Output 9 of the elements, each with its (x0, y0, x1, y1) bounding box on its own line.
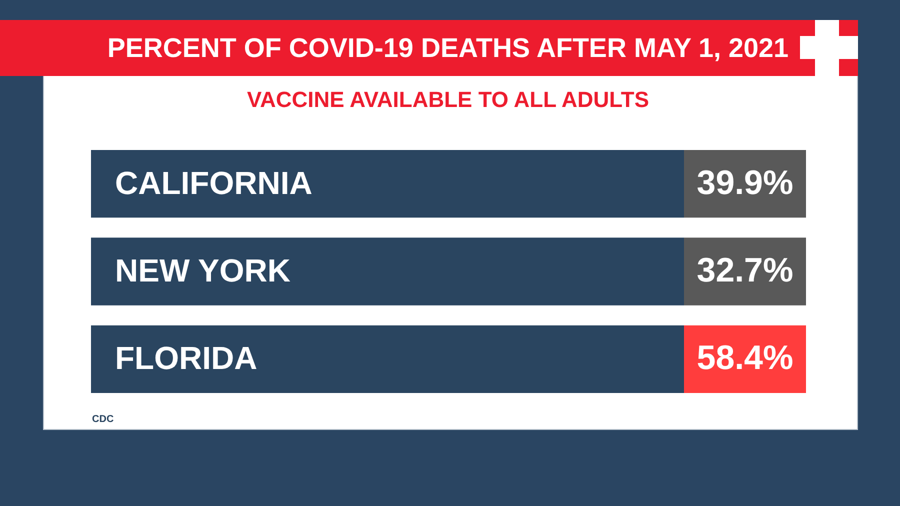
data-label: 58.4% (696, 339, 794, 378)
text: CDC (92, 414, 114, 425)
text: VACCINE AVAILABLE TO ALL ADULTS (246, 86, 650, 114)
data-label: 39.9% (696, 164, 794, 202)
text: PERCENT OF COVID-19 DEATHS AFTER MAY 1, 2021 (106, 32, 790, 65)
data-label: 32.7% (696, 252, 794, 290)
category-label: CALIFORNIA (115, 164, 312, 201)
category-label: NEW YORK (115, 252, 290, 288)
category-label: FLORIDA (115, 340, 258, 376)
